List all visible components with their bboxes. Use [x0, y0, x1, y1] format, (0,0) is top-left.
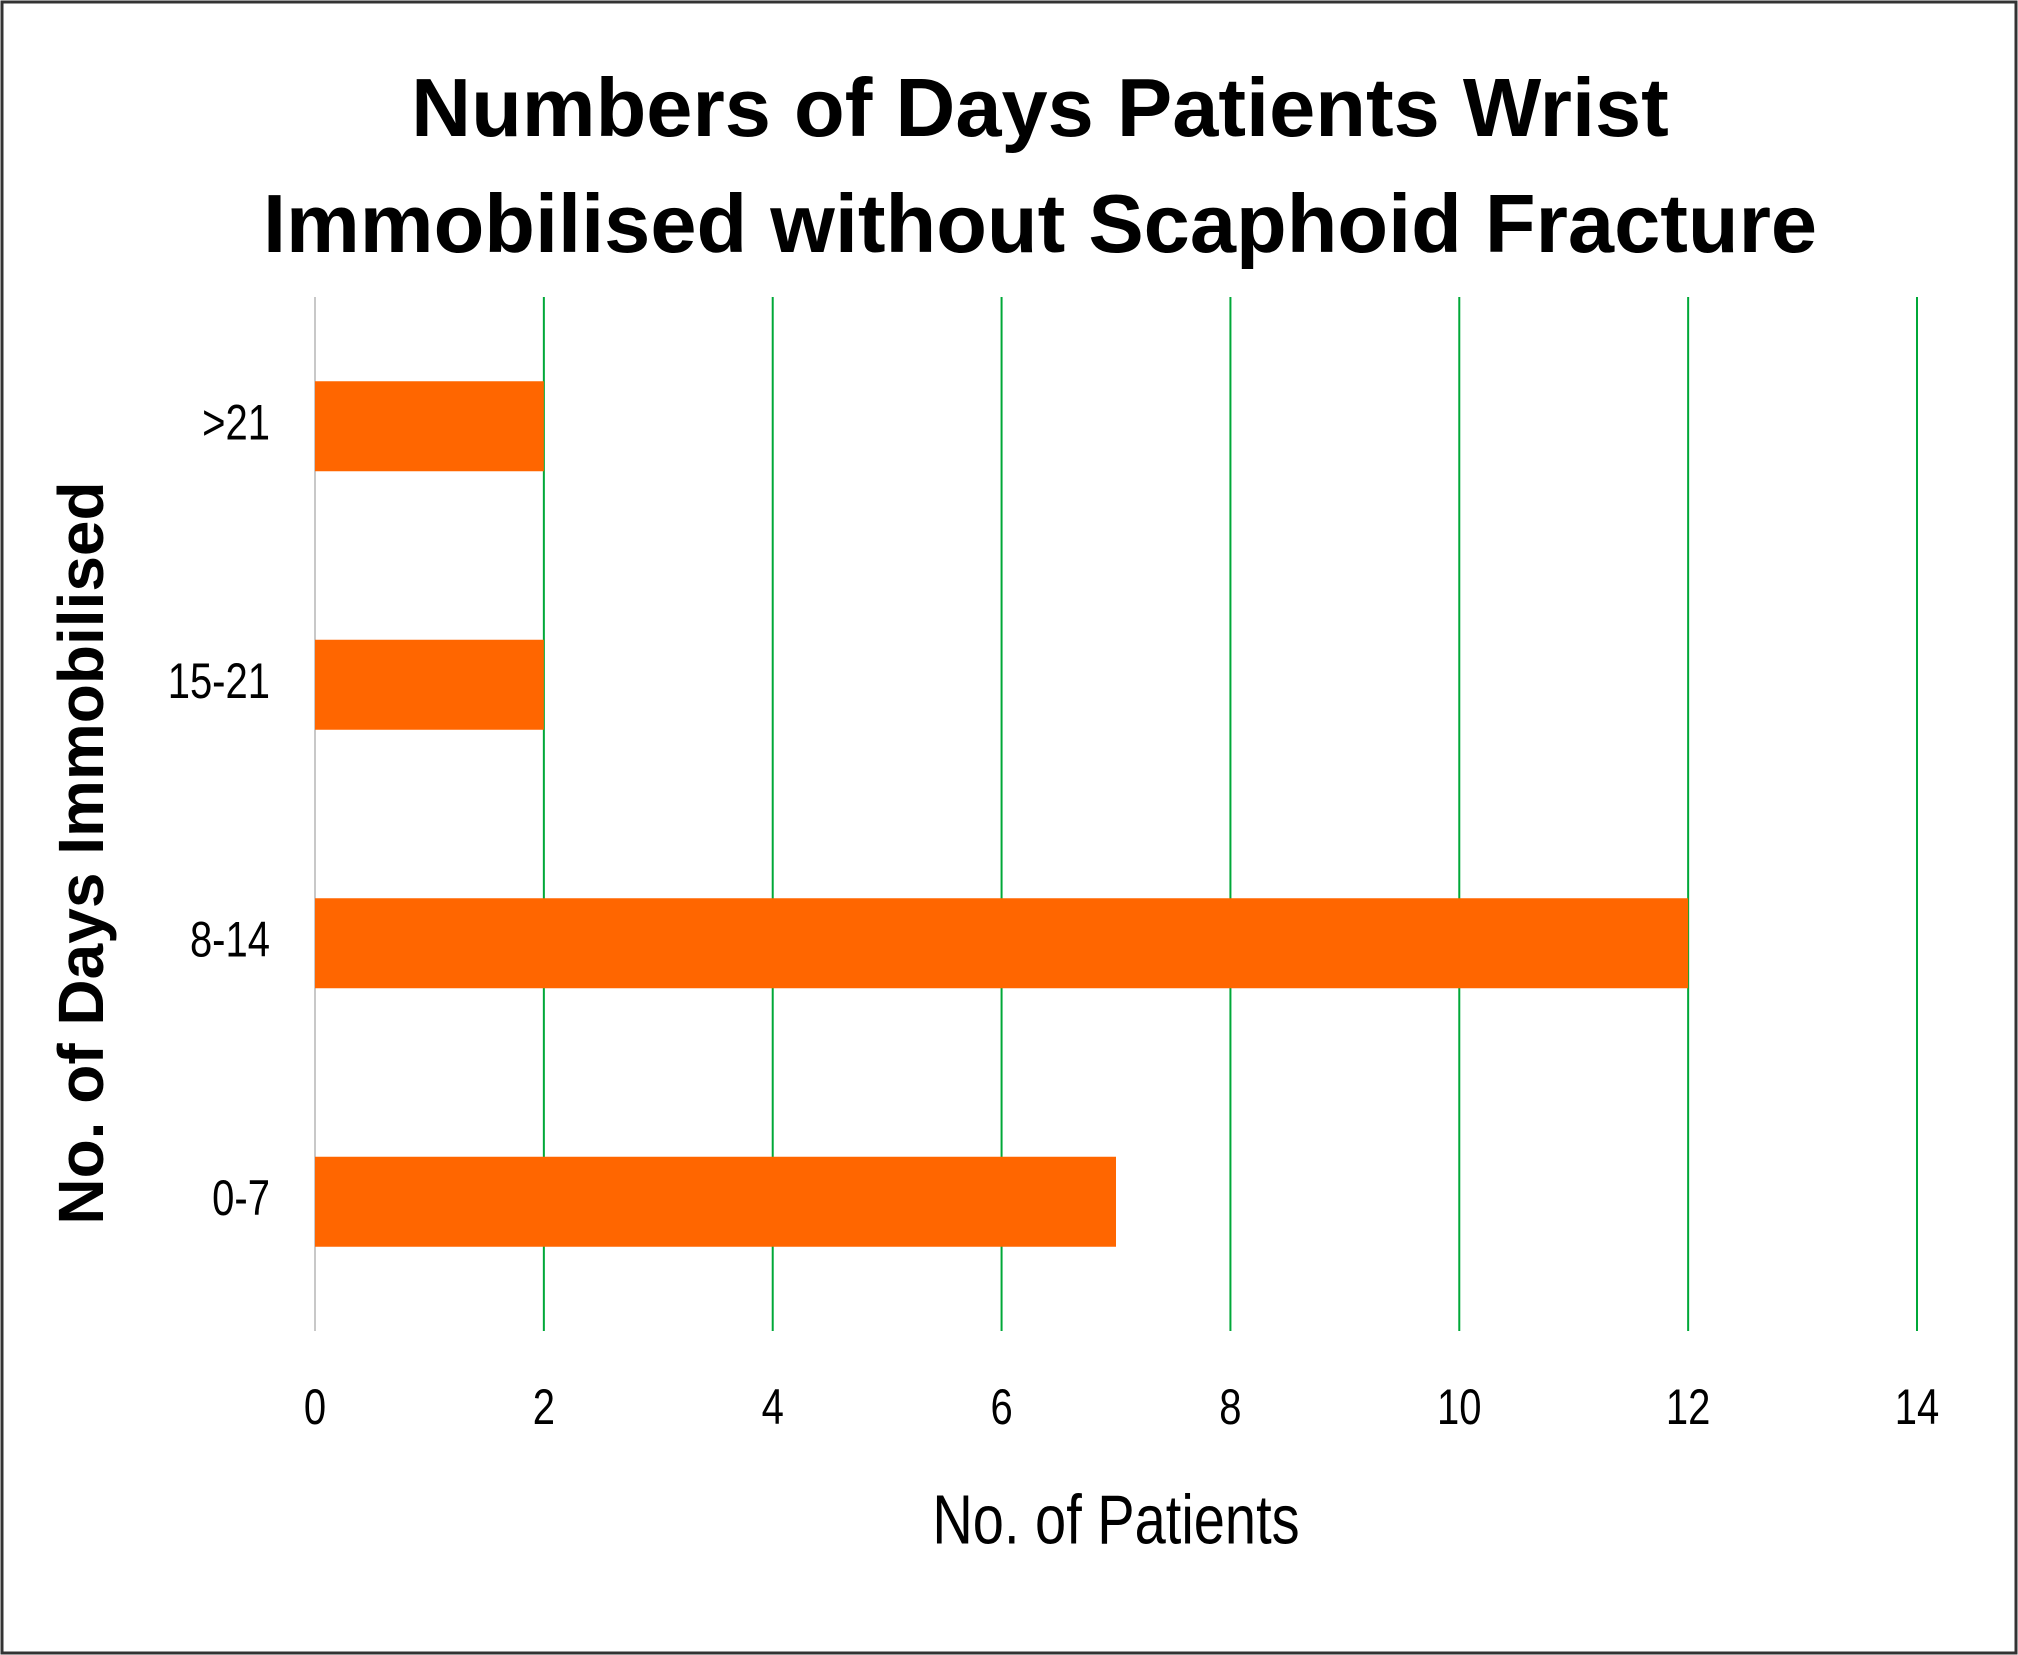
chart-title: Immobilised without Scaphoid Fracture	[263, 177, 1817, 270]
y-tick-label: >21	[202, 394, 270, 450]
x-tick-label: 12	[1666, 1379, 1710, 1435]
x-tick-label: 4	[762, 1379, 784, 1435]
bar	[315, 639, 544, 730]
bar	[315, 898, 1689, 989]
chart-title: Numbers of Days Patients Wrist	[411, 61, 1669, 154]
x-tick-label: 14	[1895, 1379, 1939, 1435]
bar	[315, 1156, 1116, 1247]
x-tick-label: 10	[1437, 1379, 1481, 1435]
x-tick-label: 0	[304, 1379, 326, 1435]
x-tick-label: 6	[990, 1379, 1012, 1435]
y-axis-label: No. of Days Immobilised	[45, 481, 117, 1224]
y-tick-label: 8-14	[190, 911, 270, 967]
x-tick-label: 2	[533, 1379, 555, 1435]
y-tick-label: 0-7	[212, 1170, 270, 1226]
bar	[315, 381, 544, 472]
y-tick-label: 15-21	[168, 653, 270, 709]
x-tick-label: 8	[1219, 1379, 1241, 1435]
x-axis-label: No. of Patients	[932, 1482, 1299, 1559]
